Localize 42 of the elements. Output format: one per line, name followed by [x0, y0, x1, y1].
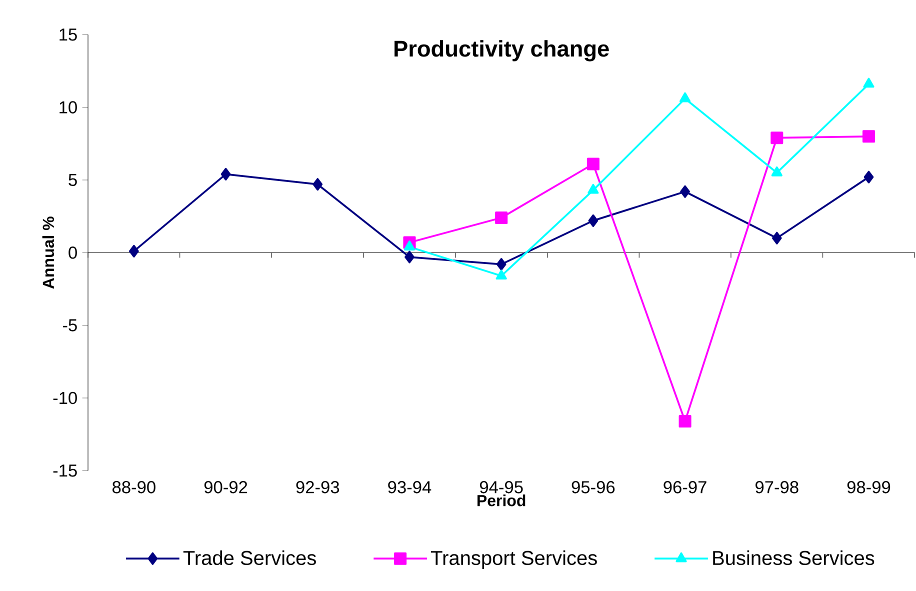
y-tick-label: 10	[60, 101, 77, 114]
x-tick-label: 96-97	[664, 481, 706, 494]
point	[495, 212, 508, 224]
point	[220, 168, 231, 181]
x-tick-label: 95-96	[572, 481, 615, 494]
legend-label: Trade Services	[183, 550, 316, 566]
x-axis-title: Period	[478, 494, 526, 506]
point	[678, 415, 692, 428]
point	[588, 214, 598, 228]
x-tick-label: 97-98	[756, 481, 798, 494]
point	[588, 184, 599, 194]
point	[404, 240, 416, 251]
point	[496, 270, 507, 280]
x-tick-label: 98-99	[847, 481, 890, 494]
point	[496, 258, 506, 271]
chart-title: Productivity change	[394, 40, 609, 62]
y-tick-label: 0	[68, 246, 77, 259]
y-tick-label: -10	[53, 392, 77, 404]
point	[679, 92, 691, 102]
y-tick-label: -5	[62, 319, 77, 332]
x-tick-label: 93-94	[388, 481, 432, 494]
y-tick-label: 5	[68, 174, 77, 186]
x-tick-label: 90-92	[204, 481, 248, 494]
y-tick-label: 15	[60, 28, 77, 41]
point	[312, 178, 323, 191]
point	[863, 78, 874, 88]
point	[586, 158, 600, 170]
legend-label: Business Services	[713, 550, 874, 566]
point	[772, 232, 782, 245]
point	[128, 245, 139, 258]
x-tick-label: 88-90	[112, 481, 156, 494]
point	[771, 166, 782, 176]
point	[862, 130, 876, 143]
y-axis-title: Annual %	[42, 216, 54, 289]
point	[404, 250, 414, 264]
point	[864, 170, 874, 184]
y-tick-label: -15	[53, 464, 77, 477]
legend-label: Transport Services	[431, 550, 597, 570]
point	[770, 132, 784, 144]
x-tick-label: 94-95	[480, 481, 523, 494]
point	[680, 186, 690, 198]
x-tick-label: 92-93	[296, 481, 340, 494]
